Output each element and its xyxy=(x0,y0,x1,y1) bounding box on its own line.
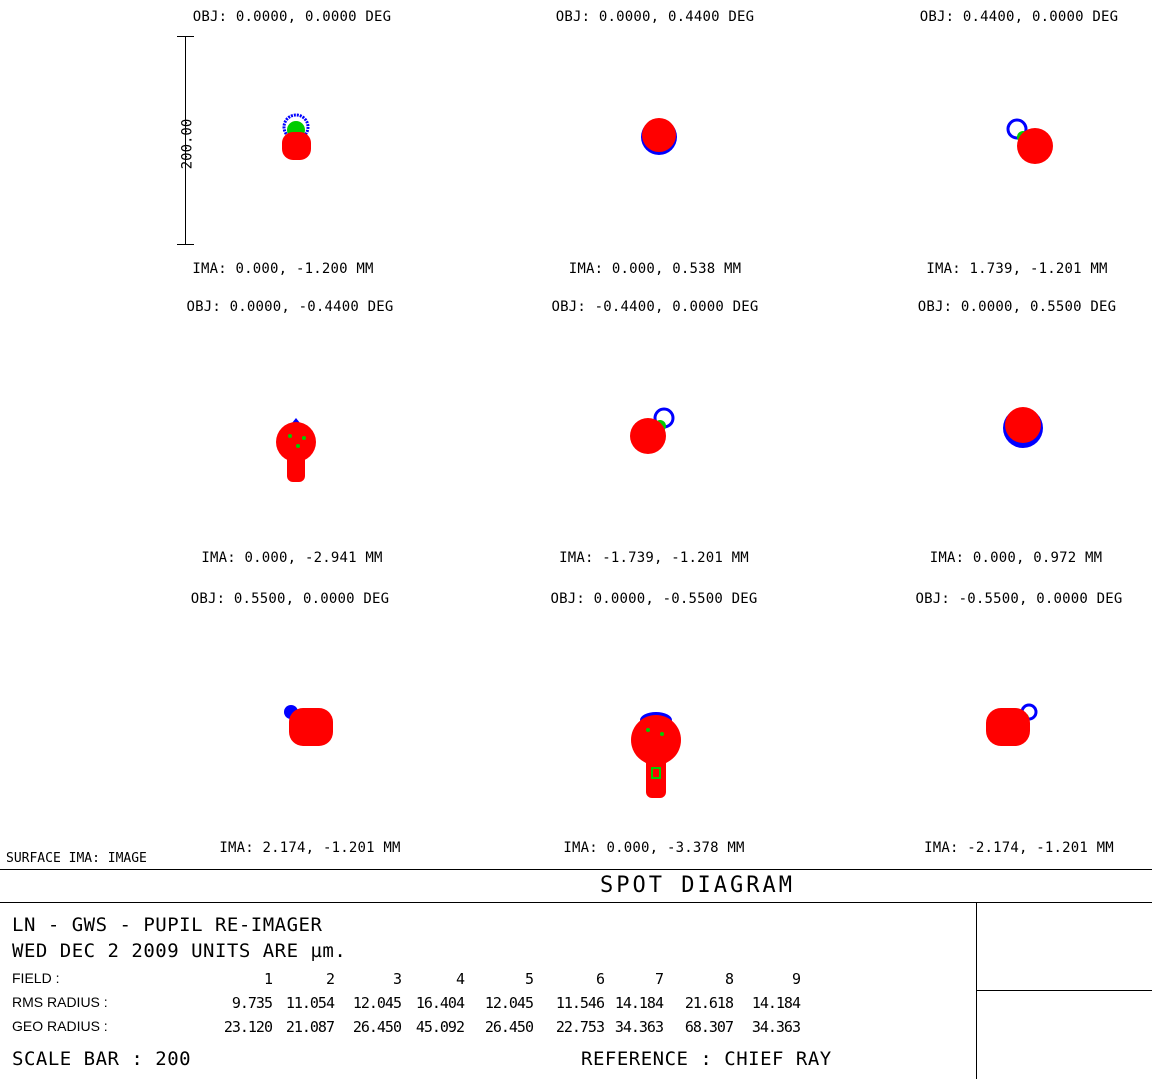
rms-cell-8: 21.618 xyxy=(684,994,734,1012)
plot-9-ima-label: IMA: -2.174, -1.201 MM xyxy=(924,840,1114,856)
plot-6-obj-label: OBJ: 0.0000, 0.5500 DEG xyxy=(917,299,1117,315)
spot-6 xyxy=(1003,407,1043,448)
titleblock-top-border xyxy=(0,869,1152,870)
spot-3 xyxy=(1006,118,1053,164)
rms-cell-6: 11.546 xyxy=(555,994,605,1012)
plot-5-ima-label: IMA: -1.739, -1.201 MM xyxy=(559,550,749,566)
plot-2-ima-label: IMA: 0.000, 0.538 MM xyxy=(568,261,742,277)
surface-label: SURFACE IMA: IMAGE xyxy=(6,851,147,866)
rms-cell-3: 12.045 xyxy=(352,994,402,1012)
plot-1-ima-label: IMA: 0.000, -1.200 MM xyxy=(192,261,374,277)
plot-3-obj-label: OBJ: 0.4400, 0.0000 DEG xyxy=(919,9,1119,25)
field-cell-8: 8 xyxy=(724,970,734,988)
geo-cell-6: 22.753 xyxy=(555,1018,605,1036)
field-cell-9: 9 xyxy=(791,970,801,988)
spot-7 xyxy=(284,705,333,746)
rms-cell-2: 11.054 xyxy=(285,994,335,1012)
scale-bar-text: SCALE BAR : 200 xyxy=(12,1048,192,1070)
geo-cell-1: 23.120 xyxy=(223,1018,273,1036)
rms-cell-1: 9.735 xyxy=(231,994,273,1012)
field-cell-1: 1 xyxy=(263,970,273,988)
geo-cell-8: 68.307 xyxy=(684,1018,734,1036)
plot-1-obj-label: OBJ: 0.0000, 0.0000 DEG xyxy=(192,9,392,25)
geo-row-label: GEO RADIUS : xyxy=(12,1018,108,1034)
plot-4-obj-label: OBJ: 0.0000, -0.4400 DEG xyxy=(186,299,394,315)
field-cell-5: 5 xyxy=(524,970,534,988)
field-cell-4: 4 xyxy=(455,970,465,988)
spot-4 xyxy=(276,418,316,482)
titleblock-line-2: WED DEC 2 2009 UNITS ARE µm. xyxy=(12,940,347,962)
plot-9-obj-label: OBJ: -0.5500, 0.0000 DEG xyxy=(915,591,1123,607)
rms-row-label: RMS RADIUS : xyxy=(12,994,108,1010)
field-cell-2: 2 xyxy=(325,970,335,988)
spot-9 xyxy=(986,703,1038,746)
plot-8-ima-label: IMA: 0.000, -3.378 MM xyxy=(563,840,745,856)
plot-6-ima-label: IMA: 0.000, 0.972 MM xyxy=(929,550,1103,566)
chart-title: SPOT DIAGRAM xyxy=(600,873,795,898)
rms-cell-4: 16.404 xyxy=(415,994,465,1012)
geo-cell-7: 34.363 xyxy=(614,1018,664,1036)
plot-3-ima-label: IMA: 1.739, -1.201 MM xyxy=(926,261,1108,277)
geo-cell-3: 26.450 xyxy=(352,1018,402,1036)
scale-bar-label: 200.00 xyxy=(179,118,196,170)
spot-1 xyxy=(282,113,311,160)
spot-5 xyxy=(630,407,675,454)
geo-cell-2: 21.087 xyxy=(285,1018,335,1036)
titleblock-line-1: LN - GWS - PUPIL RE-IMAGER xyxy=(12,914,323,936)
rms-cell-5: 12.045 xyxy=(484,994,534,1012)
field-cell-6: 6 xyxy=(595,970,605,988)
field-cell-7: 7 xyxy=(654,970,664,988)
spot-8 xyxy=(631,712,681,798)
reference-text: REFERENCE : CHIEF RAY xyxy=(581,1048,832,1070)
geo-cell-9: 34.363 xyxy=(751,1018,801,1036)
plot-5-obj-label: OBJ: -0.4400, 0.0000 DEG xyxy=(551,299,759,315)
plot-7-ima-label: IMA: 2.174, -1.201 MM xyxy=(219,840,401,856)
geo-cell-4: 45.092 xyxy=(415,1018,465,1036)
spot-2 xyxy=(641,118,677,155)
plot-7-obj-label: OBJ: 0.5500, 0.0000 DEG xyxy=(190,591,390,607)
plot-2-obj-label: OBJ: 0.0000, 0.4400 DEG xyxy=(555,9,755,25)
rms-cell-9: 14.184 xyxy=(751,994,801,1012)
rms-cell-7: 14.184 xyxy=(614,994,664,1012)
field-row-label: FIELD : xyxy=(12,970,60,986)
field-cell-3: 3 xyxy=(392,970,402,988)
scale-bar: 200.00 xyxy=(176,36,196,245)
geo-cell-5: 26.450 xyxy=(484,1018,534,1036)
titleblock-title-border xyxy=(0,902,1152,903)
plot-4-ima-label: IMA: 0.000, -2.941 MM xyxy=(201,550,383,566)
plot-8-obj-label: OBJ: 0.0000, -0.5500 DEG xyxy=(550,591,758,607)
titleblock-box-divider xyxy=(976,990,1152,991)
